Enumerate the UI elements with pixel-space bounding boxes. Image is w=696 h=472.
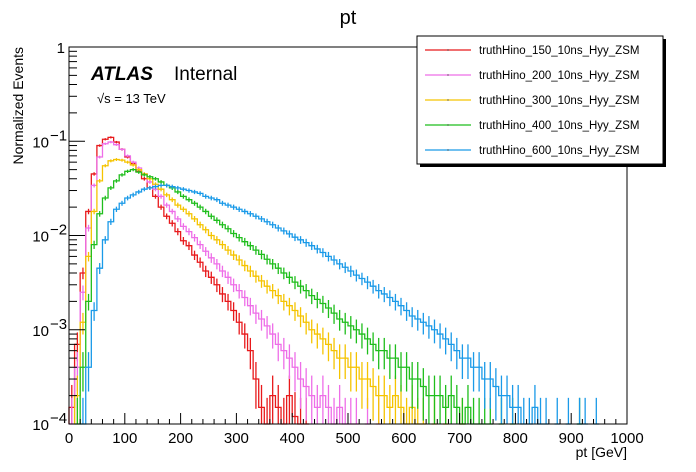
legend-marker — [447, 149, 449, 151]
legend-marker — [447, 99, 449, 101]
y-tick-label: 10 — [32, 229, 49, 246]
x-tick-label: 1000 — [610, 430, 643, 447]
y-tick-exponent: −1 — [50, 127, 67, 144]
legend-label: truthHino_150_10ns_Hyy_ZSM — [479, 45, 639, 57]
x-tick-label: 500 — [335, 430, 360, 447]
legend-label: truthHino_600_10ns_Hyy_ZSM — [479, 145, 639, 157]
x-tick-label: 0 — [65, 430, 73, 447]
x-tick-label: 600 — [391, 430, 416, 447]
x-tick-label: 200 — [168, 430, 193, 447]
legend-marker — [447, 49, 449, 51]
legend-marker — [447, 124, 449, 126]
y-tick-exponent: −4 — [50, 410, 67, 427]
x-axis: 0 100 200 300 400 500 600 700 800 900 1000 — [65, 413, 644, 447]
x-tick-label: 400 — [280, 430, 305, 447]
x-axis-label: pt [GeV] — [576, 444, 627, 460]
legend-label: truthHino_300_10ns_Hyy_ZSM — [479, 95, 639, 107]
y-tick-label: 10 — [32, 134, 49, 151]
internal-label: Internal — [174, 64, 237, 85]
series-truthHino_150_10ns_Hyy_ZSM — [68, 136, 309, 425]
y-tick-exponent: −2 — [50, 222, 67, 239]
legend-marker — [447, 74, 449, 76]
legend-label: truthHino_400_10ns_Hyy_ZSM — [479, 120, 639, 132]
x-tick-label: 900 — [559, 430, 584, 447]
plot-series — [68, 136, 600, 425]
energy-label: √s = 13 TeV — [97, 91, 166, 106]
chart-title: pt — [340, 7, 357, 29]
y-tick-exponent: −3 — [50, 316, 67, 333]
atlas-label: ATLAS — [90, 64, 153, 85]
y-axis-label: Normalized Events — [10, 47, 26, 165]
x-tick-label: 100 — [112, 430, 137, 447]
legend-label: truthHino_200_10ns_Hyy_ZSM — [479, 70, 639, 82]
series-truthHino_200_10ns_Hyy_ZSM — [69, 140, 382, 425]
y-axis: 110−110−210−310−4 — [32, 40, 85, 434]
y-tick-label: 1 — [57, 40, 65, 57]
x-tick-label: 700 — [447, 430, 472, 447]
x-tick-label: 300 — [224, 430, 249, 447]
x-tick-label: 800 — [503, 430, 528, 447]
histogram-line — [68, 136, 309, 425]
y-tick-label: 10 — [32, 417, 49, 434]
legend: truthHino_150_10ns_Hyy_ZSM truthHino_200_… — [416, 35, 666, 167]
histogram-line — [69, 141, 382, 425]
y-tick-label: 10 — [32, 323, 49, 340]
